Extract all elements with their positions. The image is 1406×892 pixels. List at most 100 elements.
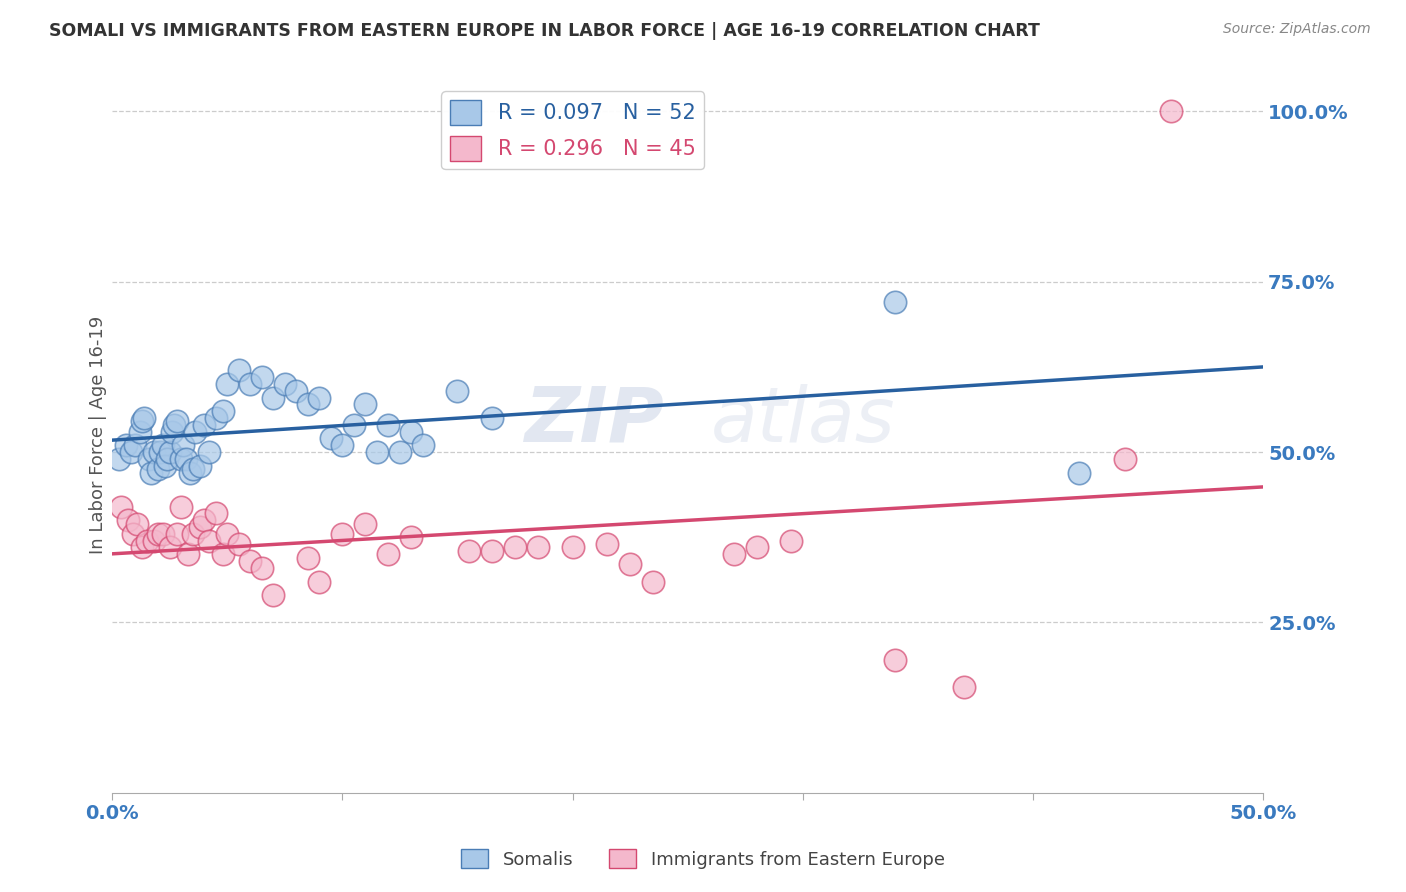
Point: [204, 411, 226, 425]
Point: [354, 397, 377, 411]
Point: [481, 411, 503, 425]
Point: [131, 414, 153, 428]
Point: [285, 384, 308, 398]
Point: [170, 451, 193, 466]
Point: [330, 438, 353, 452]
Point: [388, 445, 411, 459]
Point: [1069, 466, 1091, 480]
Point: [561, 541, 583, 555]
Text: atlas: atlas: [711, 384, 896, 458]
Point: [297, 397, 319, 411]
Legend: Somalis, Immigrants from Eastern Europe: Somalis, Immigrants from Eastern Europe: [454, 842, 952, 876]
Point: [723, 547, 745, 561]
Point: [188, 520, 211, 534]
Point: [217, 376, 239, 391]
Point: [354, 516, 377, 531]
Point: [228, 363, 250, 377]
Point: [142, 533, 165, 548]
Point: [198, 445, 221, 459]
Point: [343, 417, 366, 432]
Point: [217, 526, 239, 541]
Point: [152, 438, 174, 452]
Point: [308, 391, 330, 405]
Point: [884, 653, 907, 667]
Point: [146, 462, 169, 476]
Point: [120, 445, 142, 459]
Point: [177, 547, 200, 561]
Y-axis label: In Labor Force | Age 16-19: In Labor Force | Age 16-19: [89, 316, 107, 554]
Point: [211, 404, 233, 418]
Point: [596, 537, 619, 551]
Point: [128, 425, 150, 439]
Point: [274, 376, 297, 391]
Point: [250, 370, 273, 384]
Point: [166, 526, 188, 541]
Point: [149, 445, 172, 459]
Point: [228, 537, 250, 551]
Point: [1114, 451, 1136, 466]
Point: [262, 588, 284, 602]
Point: [211, 547, 233, 561]
Point: [308, 574, 330, 589]
Point: [110, 500, 132, 514]
Point: [239, 554, 262, 568]
Point: [173, 438, 195, 452]
Point: [401, 425, 423, 439]
Point: [1160, 104, 1182, 119]
Point: [179, 466, 201, 480]
Point: [156, 451, 179, 466]
Point: [481, 544, 503, 558]
Point: [174, 451, 197, 466]
Point: [184, 425, 207, 439]
Point: [198, 533, 221, 548]
Point: [619, 558, 641, 572]
Text: Source: ZipAtlas.com: Source: ZipAtlas.com: [1223, 22, 1371, 37]
Point: [884, 295, 907, 310]
Point: [204, 507, 226, 521]
Point: [134, 411, 156, 425]
Point: [330, 526, 353, 541]
Point: [163, 417, 186, 432]
Point: [159, 445, 181, 459]
Point: [115, 438, 138, 452]
Point: [138, 451, 160, 466]
Point: [458, 544, 481, 558]
Point: [146, 526, 169, 541]
Point: [127, 516, 149, 531]
Point: [117, 513, 139, 527]
Point: [193, 513, 215, 527]
Point: [262, 391, 284, 405]
Point: [131, 541, 153, 555]
Point: [108, 451, 131, 466]
Point: [135, 533, 157, 548]
Point: [121, 526, 143, 541]
Point: [181, 462, 204, 476]
Point: [401, 530, 423, 544]
Point: [153, 458, 176, 473]
Point: [188, 458, 211, 473]
Point: [170, 500, 193, 514]
Point: [193, 417, 215, 432]
Point: [160, 425, 183, 439]
Point: [142, 445, 165, 459]
Point: [297, 550, 319, 565]
Point: [953, 680, 976, 694]
Point: [377, 547, 399, 561]
Point: [319, 432, 342, 446]
Point: [124, 438, 146, 452]
Point: [141, 466, 163, 480]
Point: [527, 541, 550, 555]
Point: [412, 438, 434, 452]
Text: ZIP: ZIP: [524, 384, 665, 458]
Point: [152, 526, 174, 541]
Point: [745, 541, 768, 555]
Point: [166, 414, 188, 428]
Point: [366, 445, 388, 459]
Point: [239, 376, 262, 391]
Point: [250, 561, 273, 575]
Point: [503, 541, 526, 555]
Legend: R = 0.097   N = 52, R = 0.296   N = 45: R = 0.097 N = 52, R = 0.296 N = 45: [441, 92, 704, 169]
Point: [780, 533, 803, 548]
Point: [377, 417, 399, 432]
Point: [159, 541, 181, 555]
